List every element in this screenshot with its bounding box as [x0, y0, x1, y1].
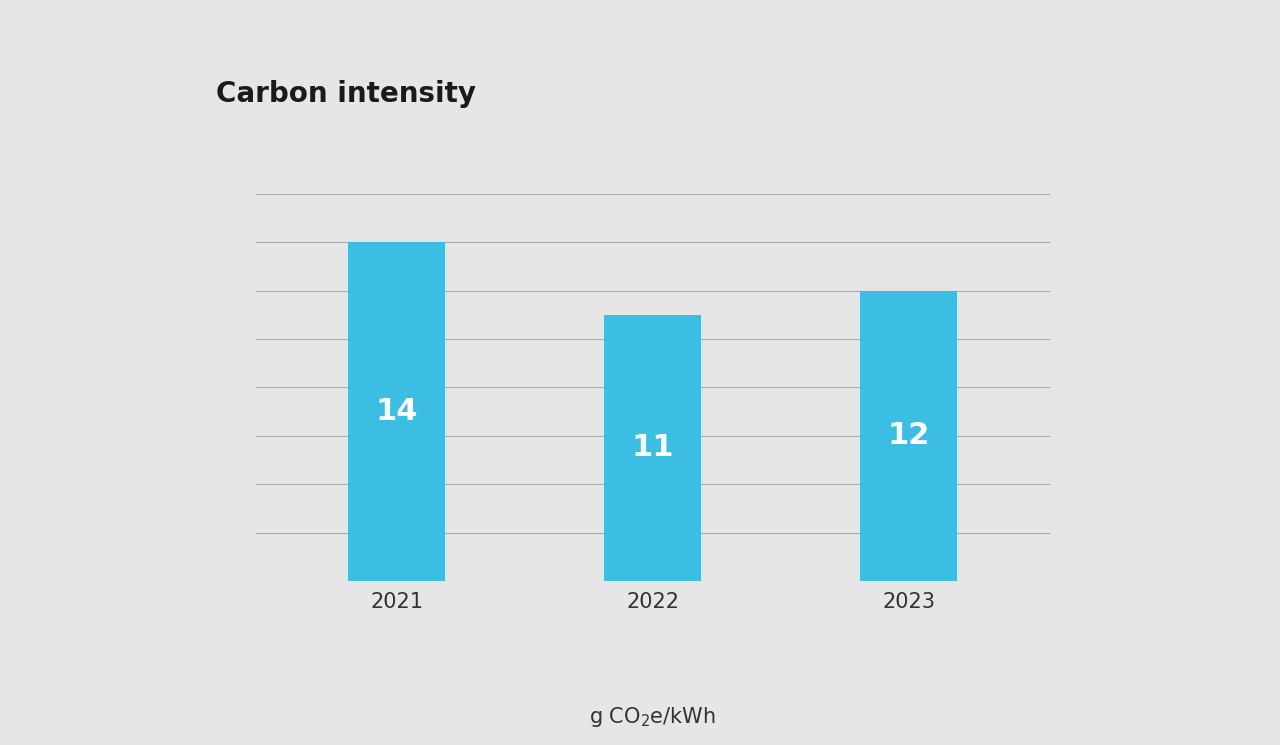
Text: 12: 12 — [887, 422, 931, 450]
Text: g CO$_2$e/kWh: g CO$_2$e/kWh — [589, 705, 717, 729]
Bar — [348, 242, 445, 581]
Text: 14: 14 — [375, 397, 419, 426]
Bar — [604, 315, 701, 581]
Text: Carbon intensity: Carbon intensity — [216, 80, 476, 109]
Text: 11: 11 — [631, 434, 675, 463]
Bar — [860, 291, 957, 581]
